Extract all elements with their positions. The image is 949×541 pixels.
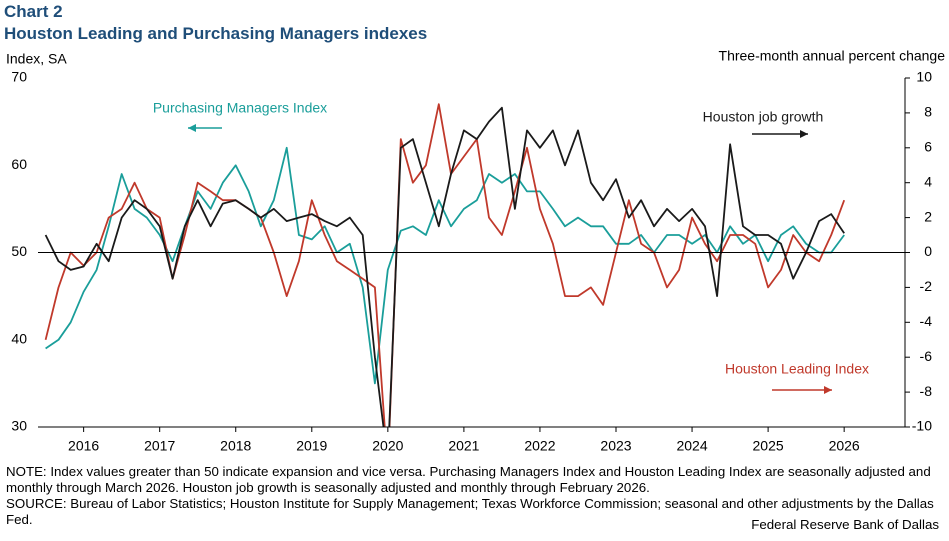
source-text: SOURCE: Bureau of Labor Statistics; Hous…	[6, 496, 934, 527]
y2-tick-label: -2	[920, 278, 933, 294]
x-tick-label: 2017	[144, 438, 175, 454]
series-line	[45, 146, 845, 385]
y2-tick-label: 0	[924, 243, 932, 259]
chart-kicker: Chart 2	[4, 2, 63, 21]
x-tick-label: 2022	[524, 438, 555, 454]
y2-tick-label: -4	[920, 313, 933, 329]
credit: Federal Reserve Bank of Dallas	[751, 517, 939, 532]
y-tick-label: 70	[11, 69, 27, 85]
series-line	[44, 103, 846, 427]
x-tick-label: 2023	[600, 438, 631, 454]
y-tick-label: 40	[11, 330, 27, 346]
series-label: Houston Leading Index	[725, 361, 869, 377]
y2-axis-label: Three-month annual percent change	[719, 48, 946, 64]
series-label: Houston job growth	[703, 109, 824, 125]
y2-tick-label: 10	[916, 69, 932, 85]
y-tick-label: 30	[11, 418, 27, 434]
series-label: Purchasing Managers Index	[153, 100, 327, 116]
y-tick-label: 50	[11, 243, 27, 259]
x-tick-label: 2018	[220, 438, 251, 454]
y2-tick-label: 4	[924, 173, 932, 189]
series-arrowhead	[188, 124, 196, 132]
series-line	[44, 106, 845, 427]
x-tick-label: 2016	[68, 438, 99, 454]
x-tick-label: 2021	[448, 438, 479, 454]
chart: Index, SA Three-month annual percent cha…	[6, 48, 946, 454]
x-tick-label: 2025	[753, 438, 784, 454]
y2-tick-label: 2	[924, 208, 932, 224]
plot-area	[44, 103, 846, 427]
series-arrowhead	[800, 130, 808, 138]
y2-tick-label: 8	[924, 104, 932, 120]
y2-tick-label: -6	[920, 348, 933, 364]
series-arrowhead	[824, 386, 832, 394]
x-tick-label: 2019	[296, 438, 327, 454]
y2-tick-label: -10	[912, 418, 932, 434]
note: NOTE: Index values greater than 50 indic…	[6, 464, 936, 528]
y2-tick-label: -8	[920, 383, 933, 399]
note-text: NOTE: Index values greater than 50 indic…	[6, 464, 931, 495]
x-tick-label: 2020	[372, 438, 403, 454]
y-tick-label: 60	[11, 156, 27, 172]
y2-tick-label: 6	[924, 139, 932, 155]
x-tick-label: 2026	[829, 438, 860, 454]
chart-title: Houston Leading and Purchasing Managers …	[4, 24, 428, 43]
x-tick-label: 2024	[676, 438, 707, 454]
y-axis-label: Index, SA	[6, 51, 67, 67]
